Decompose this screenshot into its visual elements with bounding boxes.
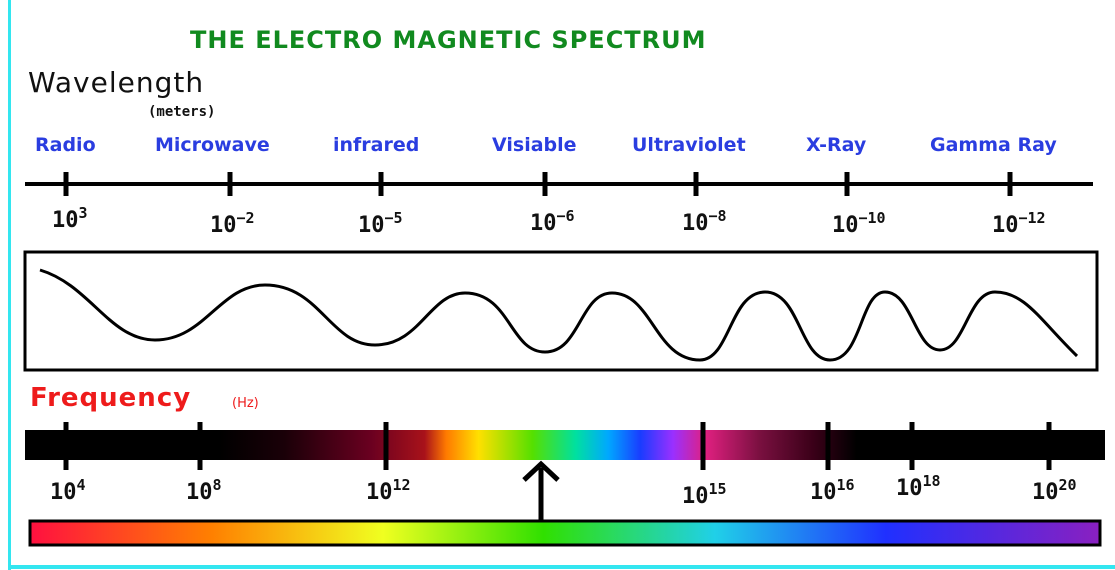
wavelength-value: 10−12: [992, 209, 1046, 238]
wavelength-value: 10−2: [210, 209, 255, 238]
frame-bottom-border: [8, 565, 1115, 569]
frequency-value: 1012: [366, 476, 411, 505]
wavelength-value: 10−6: [530, 207, 575, 236]
frequency-bar: [25, 430, 1105, 460]
frequency-unit: (Hz): [232, 396, 259, 411]
wavelength-value: 103: [52, 204, 88, 233]
wavelength-label: Wavelength: [28, 66, 205, 99]
wavelength-unit: (meters): [148, 104, 216, 120]
band-label-gamma-ray: Gamma Ray: [930, 134, 1057, 156]
wavelength-value: 10−5: [358, 209, 403, 238]
visible-arrow-head: [522, 460, 560, 482]
frequency-value: 108: [186, 476, 222, 505]
diagram-title: THE ELECTRO MAGNETIC SPECTRUM: [190, 26, 707, 54]
band-label-radio: Radio: [35, 134, 96, 156]
frame-left-border: [8, 0, 11, 570]
frequency-value: 1020: [1032, 476, 1077, 505]
wave-box: [23, 250, 1099, 372]
visible-spectrum-bar: [28, 519, 1102, 547]
band-label-infrared: infrared: [333, 134, 420, 156]
band-label-microwave: Microwave: [155, 134, 270, 156]
wavelength-value: 10−10: [832, 209, 886, 238]
frequency-value: 1016: [810, 476, 855, 505]
band-label-visible: Visiable: [492, 134, 577, 156]
frequency-label: Frequency: [30, 383, 192, 413]
band-label-xray: X-Ray: [806, 134, 867, 156]
wave-curve: [39, 268, 1079, 362]
frequency-value: 104: [50, 476, 86, 505]
frequency-value: 1015: [682, 480, 727, 509]
band-label-ultraviolet: Ultraviolet: [632, 134, 746, 156]
frequency-value: 1018: [896, 472, 941, 501]
wavelength-value: 10−8: [682, 207, 727, 236]
